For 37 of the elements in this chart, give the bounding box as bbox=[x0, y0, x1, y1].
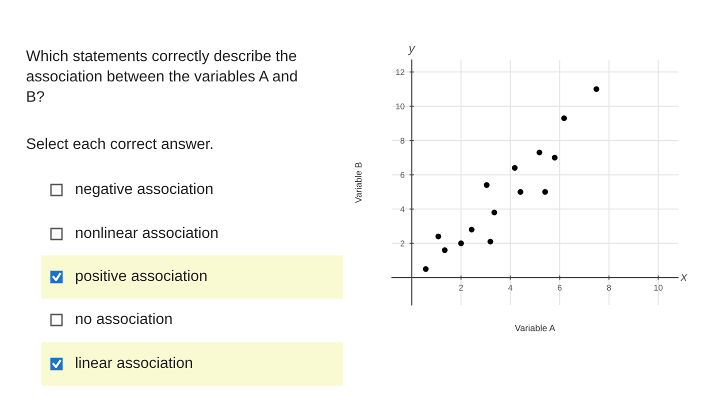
y-axis-title: Variable B bbox=[354, 162, 362, 203]
text: y bbox=[408, 46, 416, 56]
x-tick-label: 2 bbox=[459, 284, 463, 291]
y-tick-label: 10 bbox=[396, 103, 404, 110]
y-tick-label: 6 bbox=[400, 172, 404, 178]
point bbox=[594, 86, 600, 92]
point bbox=[487, 238, 494, 244]
x-tick-label: 4 bbox=[508, 284, 512, 291]
point bbox=[561, 115, 567, 122]
point bbox=[491, 210, 498, 216]
point bbox=[458, 240, 464, 246]
text: linear association bbox=[76, 356, 192, 368]
text: Which statements correctly describe the association between the variables A and B? bbox=[26, 50, 297, 102]
text: x bbox=[680, 274, 688, 281]
point bbox=[435, 234, 442, 240]
y-tick-label: 8 bbox=[400, 138, 404, 144]
text: positive association bbox=[76, 270, 206, 284]
text: Select each correct answer. bbox=[26, 138, 212, 150]
y-tick-label: 2 bbox=[400, 240, 404, 246]
x-tick-label: 6 bbox=[558, 284, 562, 291]
point bbox=[542, 189, 548, 195]
point bbox=[518, 189, 524, 195]
point bbox=[422, 266, 429, 272]
point bbox=[442, 247, 448, 254]
point bbox=[552, 154, 558, 161]
x-axis-title: Variable A bbox=[514, 324, 556, 332]
point bbox=[536, 150, 542, 156]
text: nonlinear association bbox=[76, 226, 218, 238]
text: negative association bbox=[76, 182, 212, 198]
y-tick-label: 4 bbox=[400, 206, 405, 212]
point bbox=[484, 182, 490, 188]
x-tick-label: 10 bbox=[654, 284, 663, 291]
point bbox=[512, 165, 518, 171]
x-tick-label: 8 bbox=[607, 284, 611, 291]
text: no association bbox=[76, 312, 172, 324]
point bbox=[468, 226, 475, 233]
y-tick-label: 12 bbox=[396, 69, 404, 76]
